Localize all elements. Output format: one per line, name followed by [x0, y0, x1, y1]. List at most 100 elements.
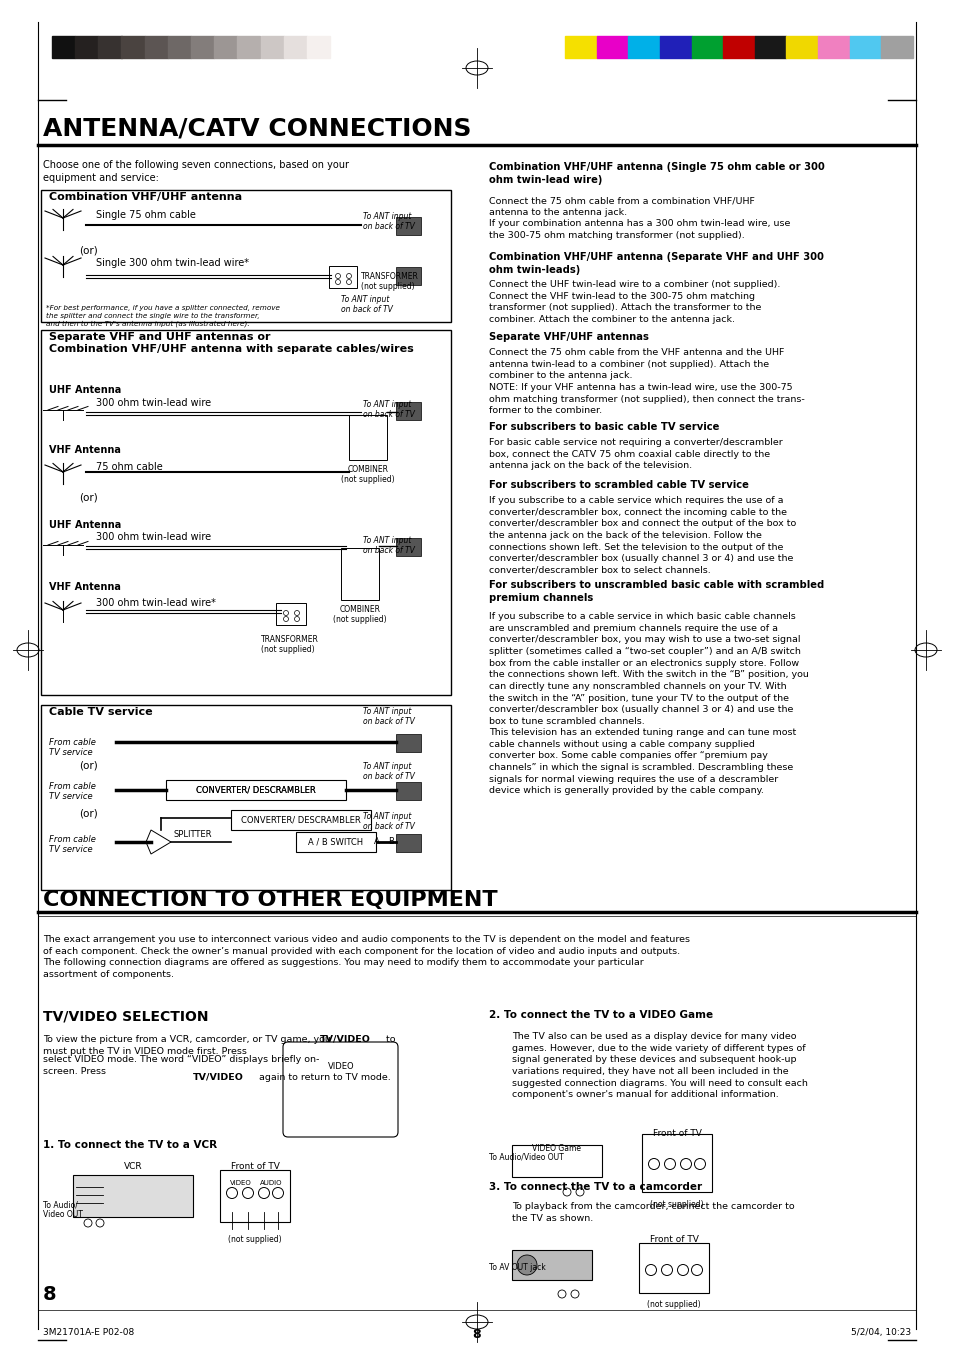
Circle shape — [571, 1290, 578, 1298]
Bar — [512, 1146, 601, 1177]
Text: TV/VIDEO SELECTION: TV/VIDEO SELECTION — [43, 1011, 209, 1024]
Circle shape — [335, 280, 340, 285]
Text: 300 ohm twin-lead wire: 300 ohm twin-lead wire — [96, 532, 211, 542]
Text: The exact arrangement you use to interconnect various video and audio components: The exact arrangement you use to interco… — [43, 935, 689, 979]
Text: Separate VHF and UHF antennas or
Combination VHF/UHF antenna with separate cable: Separate VHF and UHF antennas or Combina… — [49, 332, 414, 354]
Text: (not supplied): (not supplied) — [650, 1200, 703, 1209]
Bar — [641, 1133, 711, 1192]
Text: TRANSFORMER
(not supplied): TRANSFORMER (not supplied) — [261, 635, 318, 654]
Text: 3M21701A-E P02-08: 3M21701A-E P02-08 — [43, 1328, 134, 1337]
Text: If you subscribe to a cable service which requires the use of a
converter/descra: If you subscribe to a cable service whic… — [489, 496, 796, 576]
Bar — [213, 36, 237, 58]
Bar — [75, 36, 98, 58]
Text: again to return to TV mode.: again to return to TV mode. — [255, 1073, 391, 1082]
Bar — [121, 36, 145, 58]
Text: 1. To connect the TV to a VCR: 1. To connect the TV to a VCR — [43, 1140, 217, 1150]
Text: To playback from the camcorder, connect the camcorder to
the TV as shown.: To playback from the camcorder, connect … — [512, 1202, 794, 1223]
Circle shape — [273, 1188, 283, 1198]
Circle shape — [258, 1188, 269, 1198]
Bar — [41, 705, 451, 890]
Bar — [98, 36, 121, 58]
Text: (or): (or) — [79, 761, 97, 770]
Text: select VIDEO mode. The word “VIDEO” displays briefly on-
screen. Press: select VIDEO mode. The word “VIDEO” disp… — [43, 1055, 319, 1075]
Text: To ANT input
on back of TV: To ANT input on back of TV — [363, 762, 415, 781]
Text: TRANSFORMER
(not supplied): TRANSFORMER (not supplied) — [360, 272, 418, 292]
Circle shape — [558, 1290, 565, 1298]
Circle shape — [691, 1265, 701, 1275]
Text: (not supplied): (not supplied) — [646, 1300, 700, 1309]
Text: For subscribers to unscrambled basic cable with scrambled
premium channels: For subscribers to unscrambled basic cab… — [489, 580, 823, 603]
Text: To ANT input
on back of TV: To ANT input on back of TV — [363, 812, 415, 831]
Text: 75 ohm cable: 75 ohm cable — [96, 462, 163, 471]
Bar — [307, 36, 330, 58]
Bar — [283, 36, 307, 58]
Text: To Audio/Video OUT: To Audio/Video OUT — [489, 1152, 563, 1161]
Bar — [639, 1243, 708, 1293]
Circle shape — [679, 1159, 691, 1170]
Text: (or): (or) — [79, 245, 97, 255]
Circle shape — [664, 1159, 675, 1170]
FancyBboxPatch shape — [283, 1042, 397, 1138]
Bar — [329, 266, 356, 288]
Circle shape — [576, 1188, 583, 1196]
Circle shape — [96, 1219, 104, 1227]
Bar — [395, 834, 420, 852]
Circle shape — [294, 616, 299, 621]
Text: For subscribers to basic cable TV service: For subscribers to basic cable TV servic… — [489, 422, 719, 432]
Bar — [41, 330, 451, 694]
Text: If you subscribe to a cable service in which basic cable channels
are unscramble: If you subscribe to a cable service in w… — [489, 612, 808, 725]
Bar — [260, 36, 283, 58]
Bar — [722, 36, 754, 58]
Circle shape — [283, 616, 288, 621]
Circle shape — [226, 1188, 237, 1198]
Bar — [340, 549, 378, 600]
Text: B: B — [388, 838, 394, 847]
Circle shape — [346, 273, 351, 278]
Bar — [41, 190, 451, 322]
Bar — [166, 780, 346, 800]
Text: Front of TV: Front of TV — [231, 1162, 279, 1171]
Bar — [191, 36, 213, 58]
Bar — [691, 36, 722, 58]
Text: For basic cable service not requiring a converter/descrambler
box, connect the C: For basic cable service not requiring a … — [489, 438, 781, 470]
Text: UHF Antenna: UHF Antenna — [49, 520, 121, 530]
Text: VIDEO Game: VIDEO Game — [532, 1144, 581, 1152]
Text: VCR: VCR — [124, 1162, 142, 1171]
Bar — [395, 267, 420, 285]
Bar — [395, 734, 420, 753]
Bar — [395, 538, 420, 557]
Text: 300 ohm twin-lead wire: 300 ohm twin-lead wire — [96, 399, 211, 408]
Circle shape — [648, 1159, 659, 1170]
Text: Combination VHF/UHF antenna (Single 75 ohm cable or 300
ohm twin-lead wire): Combination VHF/UHF antenna (Single 75 o… — [489, 162, 824, 185]
Bar — [220, 1170, 290, 1223]
Text: Connect the 75 ohm cable from a combination VHF/UHF
antenna to the antenna jack.: Connect the 75 ohm cable from a combinat… — [489, 196, 789, 240]
Text: CONVERTER/ DESCRAMBLER: CONVERTER/ DESCRAMBLER — [196, 785, 315, 794]
Bar — [395, 782, 420, 800]
Bar — [818, 36, 849, 58]
Bar — [231, 811, 371, 830]
Bar — [564, 36, 596, 58]
Text: TV/VIDEO: TV/VIDEO — [193, 1073, 244, 1082]
Bar — [659, 36, 691, 58]
Text: To ANT input
on back of TV: To ANT input on back of TV — [340, 295, 393, 315]
Polygon shape — [146, 830, 171, 854]
Circle shape — [660, 1265, 672, 1275]
Circle shape — [346, 280, 351, 285]
Text: 3. To connect the TV to a camcorder: 3. To connect the TV to a camcorder — [489, 1182, 701, 1192]
Text: (or): (or) — [79, 492, 97, 503]
Text: Cable TV service: Cable TV service — [49, 707, 152, 717]
Text: AUDIO: AUDIO — [260, 1179, 282, 1186]
Bar — [349, 415, 387, 459]
Text: 8: 8 — [472, 1328, 481, 1342]
Bar — [145, 36, 168, 58]
Text: VHF Antenna: VHF Antenna — [49, 444, 121, 455]
Text: *For best performance, if you have a splitter connected, remove
the splitter and: *For best performance, if you have a spl… — [46, 305, 280, 327]
Bar — [596, 36, 628, 58]
Text: This television has an extended tuning range and can tune most
cable channels wi: This television has an extended tuning r… — [489, 728, 796, 796]
Text: From cable
TV service: From cable TV service — [49, 738, 95, 758]
Bar — [275, 603, 306, 626]
Text: COMBINER
(not supplied): COMBINER (not supplied) — [333, 605, 386, 624]
Text: A / B SWITCH: A / B SWITCH — [308, 838, 363, 847]
Text: Single 300 ohm twin-lead wire*: Single 300 ohm twin-lead wire* — [96, 258, 249, 267]
Text: Front of TV: Front of TV — [652, 1129, 700, 1138]
